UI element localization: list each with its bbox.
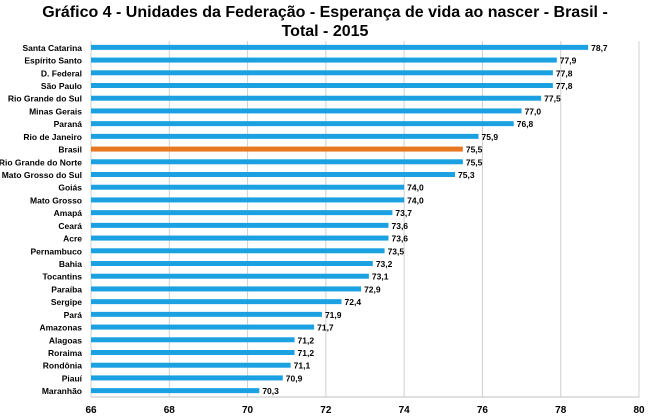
value-label: 75,5	[466, 157, 483, 167]
value-label: 76,8	[517, 119, 534, 129]
x-tick-label: 66	[85, 405, 97, 416]
x-tick-label: 76	[477, 405, 489, 416]
bar	[91, 324, 315, 330]
category-label: Tocantins	[42, 272, 82, 282]
bar	[91, 184, 405, 190]
value-label: 73,7	[395, 208, 412, 218]
value-label: 73,1	[372, 272, 389, 282]
bar	[91, 350, 295, 355]
category-label: Ceará	[58, 221, 82, 231]
value-label: 77,8	[556, 81, 573, 91]
bar	[91, 108, 522, 114]
category-label: Brasil	[58, 145, 82, 155]
value-label: 74,0	[407, 195, 424, 205]
category-label: Piauí	[62, 373, 83, 383]
x-tick-label: 80	[633, 405, 645, 416]
category-label: Paraná	[54, 119, 83, 129]
value-label: 73,6	[391, 221, 408, 231]
bar	[91, 57, 557, 63]
value-label: 70,9	[286, 373, 303, 383]
value-label: 77,9	[560, 56, 577, 66]
value-label: 75,3	[458, 170, 475, 180]
bar	[91, 133, 479, 139]
chart-title-line2: Total - 2015	[281, 23, 369, 40]
value-label: 77,0	[525, 106, 542, 116]
value-label: 71,9	[325, 310, 342, 320]
value-label: 71,1	[294, 361, 311, 371]
value-label: 78,7	[591, 43, 608, 53]
bar	[91, 146, 463, 152]
category-label: Rio Grande do Sul	[8, 94, 82, 104]
category-label: Maranhão	[42, 386, 82, 396]
bar	[91, 286, 362, 292]
bar	[91, 83, 553, 88]
bar	[91, 172, 456, 177]
category-label: D. Federal	[41, 68, 82, 78]
bar	[91, 362, 291, 368]
value-label: 71,2	[298, 335, 315, 345]
category-label: Minas Gerais	[29, 106, 82, 116]
bar	[91, 299, 342, 305]
category-label: Espírito Santo	[24, 56, 82, 66]
category-label: Amapá	[54, 208, 83, 218]
category-label: Rondônia	[43, 361, 82, 371]
bar	[91, 261, 373, 266]
category-label: Mato Grosso do Sul	[2, 170, 82, 180]
chart-title-line1: Gráfico 4 - Unidades da Federação - Espe…	[42, 4, 608, 21]
value-label: 73,2	[376, 259, 393, 269]
value-label: 73,6	[391, 234, 408, 244]
bar	[91, 337, 295, 343]
category-label: Bahia	[59, 259, 82, 269]
category-label: Santa Catarina	[22, 43, 82, 53]
value-label: 77,8	[556, 68, 573, 78]
category-label: Goiás	[58, 183, 82, 193]
value-label: 72,4	[345, 297, 362, 307]
value-label: 71,2	[298, 348, 315, 358]
x-tick-label: 70	[242, 405, 254, 416]
value-label: 77,5	[544, 94, 561, 104]
bar	[91, 44, 589, 50]
value-label: 71,7	[317, 323, 334, 333]
category-label: Pará	[64, 310, 83, 320]
category-label: Acre	[63, 234, 82, 244]
category-label: Alagoas	[49, 335, 82, 345]
category-label: Rio de Janeiro	[23, 132, 82, 142]
bar	[91, 375, 283, 381]
bar	[91, 311, 322, 317]
category-label: Roraima	[48, 348, 82, 358]
bar	[91, 95, 542, 101]
bar	[91, 222, 389, 228]
category-label: Paraíba	[51, 284, 82, 294]
value-label: 75,9	[482, 132, 499, 142]
value-label: 75,5	[466, 145, 483, 155]
category-label: São Paulo	[41, 81, 82, 91]
x-tick-label: 78	[555, 405, 567, 416]
category-label: Mato Grosso	[30, 195, 82, 205]
bar	[91, 197, 405, 203]
x-tick-label: 68	[164, 405, 176, 416]
category-label: Amazonas	[39, 323, 82, 333]
bar	[91, 273, 369, 279]
value-label: 72,9	[364, 284, 381, 294]
category-label: Sergipe	[51, 297, 82, 307]
value-label: 74,0	[407, 183, 424, 193]
category-label: Pernambuco	[31, 246, 83, 256]
value-label: 73,5	[388, 246, 405, 256]
bar	[91, 159, 463, 165]
bar	[91, 235, 389, 241]
bar	[91, 70, 553, 76]
x-tick-label: 74	[399, 405, 411, 416]
bar	[91, 248, 385, 254]
x-tick-label: 72	[320, 405, 332, 416]
bar	[91, 388, 260, 394]
category-label: Rio Grande do Norte	[0, 157, 82, 167]
bar	[91, 121, 514, 127]
bar	[91, 210, 393, 216]
value-label: 70,3	[262, 386, 279, 396]
